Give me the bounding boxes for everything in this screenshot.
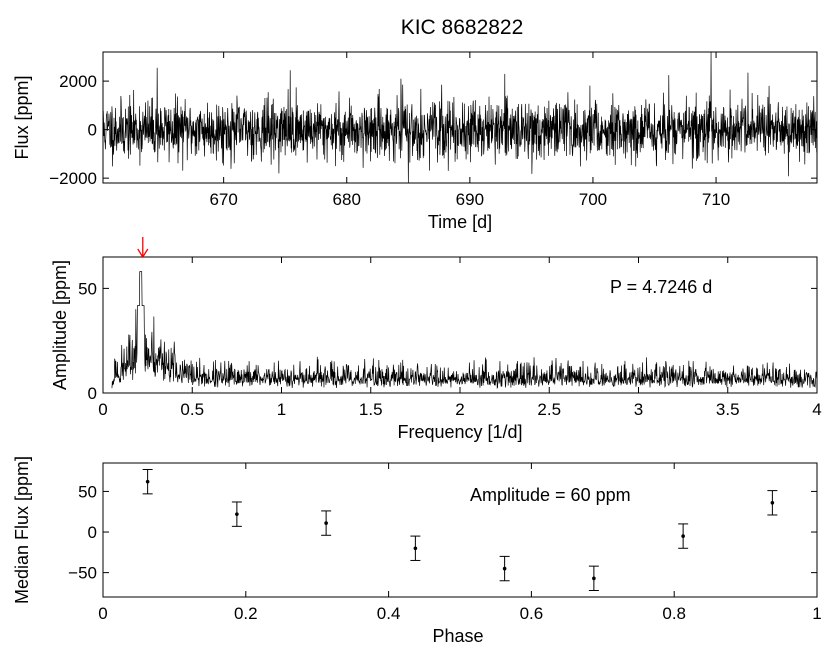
x-tick-label: 0.2 (234, 604, 258, 623)
data-point (324, 521, 328, 525)
x-tick-label: 0.4 (377, 604, 401, 623)
x-tick-label: 3 (634, 400, 643, 419)
flux-series-line (103, 52, 817, 183)
y-axis-label: Median Flux [ppm] (12, 456, 32, 604)
phase-folded-panel: 0 0.2 0.4 0.6 0.8 1 −50 0 50 Phase Median Flux [pp… (12, 456, 822, 646)
x-axis-label: Phase (432, 626, 483, 646)
y-tick-label: 0 (88, 384, 97, 403)
y-tick-label: 0 (88, 121, 97, 140)
data-point (681, 534, 685, 538)
x-tick-label: 670 (209, 190, 237, 209)
data-point (145, 479, 150, 484)
y-tick-label: 2000 (59, 72, 97, 91)
x-tick-label: 710 (702, 190, 730, 209)
x-tick-label: 0.6 (520, 604, 544, 623)
amplitude-annotation: Amplitude = 60 ppm (470, 485, 631, 505)
y-tick-label: 50 (78, 279, 97, 298)
x-tick-label: 0 (98, 400, 107, 419)
x-tick-label: 4 (812, 400, 821, 419)
x-tick-label: 1 (812, 604, 821, 623)
data-point (770, 500, 775, 505)
x-tick-label: 690 (456, 190, 484, 209)
y-tick-label: −2000 (49, 169, 97, 188)
amplitude-spectrum-line (111, 271, 817, 389)
x-tick-label: 0.8 (662, 604, 686, 623)
periodogram-panel: 0 0.5 1 1.5 2 2.5 3 3.5 4 0 50 Frequency [1/d] Ampli… (50, 237, 822, 442)
period-annotation: P = 4.7246 d (610, 277, 712, 297)
x-tick-label: 2 (455, 400, 464, 419)
x-tick-label: 0.5 (180, 400, 204, 419)
x-axis-label: Time [d] (428, 212, 492, 232)
x-tick-label: 680 (333, 190, 361, 209)
x-tick-label: 700 (579, 190, 607, 209)
data-point (502, 566, 507, 571)
plot-frame (102, 256, 818, 394)
peak-arrow-head (137, 248, 149, 259)
figure-title: KIC 8682822 (401, 16, 524, 39)
plot-frame (102, 462, 818, 598)
y-tick-label: 50 (78, 482, 97, 501)
x-axis-label: Frequency [1/d] (397, 422, 522, 442)
y-axis-label: Amplitude [ppm] (50, 260, 70, 390)
data-point (413, 546, 418, 551)
y-tick-label: −50 (68, 564, 97, 583)
x-tick-label: 2.5 (537, 400, 561, 419)
x-tick-label: 3.5 (716, 400, 740, 419)
data-point (235, 512, 239, 516)
x-tick-label: 0 (98, 604, 107, 623)
light-curve-panel: 670 680 690 700 710 −2000 0 2000 Time [d] Flux [p… (12, 51, 818, 232)
data-point (592, 576, 596, 581)
plot-frame (102, 51, 818, 184)
y-axis-label: Flux [ppm] (12, 75, 32, 159)
x-tick-label: 1.5 (359, 400, 383, 419)
x-tick-label: 1 (277, 400, 286, 419)
y-tick-label: 0 (88, 523, 97, 542)
